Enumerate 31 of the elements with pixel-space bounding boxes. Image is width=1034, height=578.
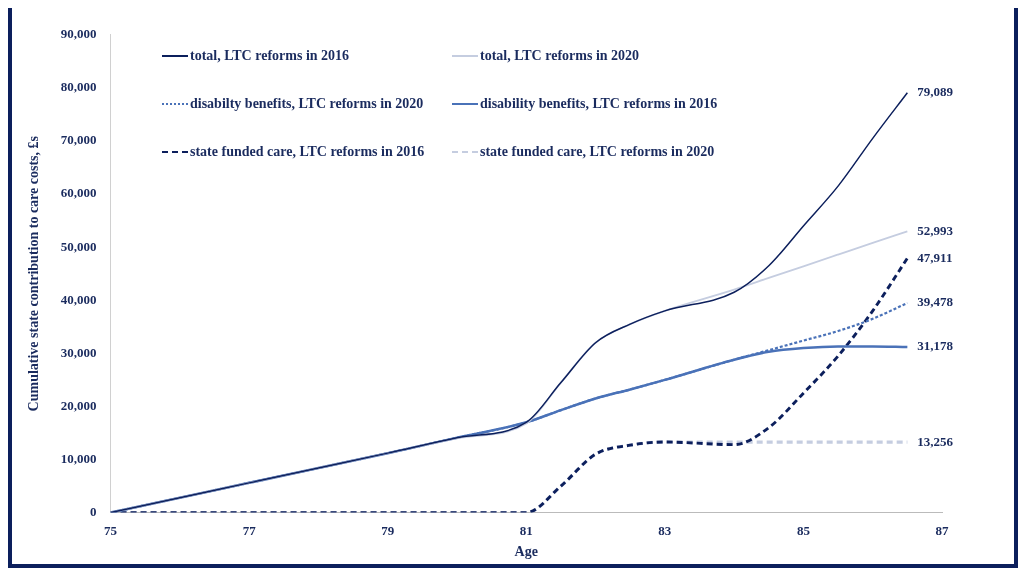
- legend-label: state funded care, LTC reforms in 2020: [480, 144, 715, 160]
- legend-label: state funded care, LTC reforms in 2016: [190, 144, 425, 160]
- legend-label: disabilty benefits, LTC reforms in 2020: [190, 96, 424, 112]
- x-tick-label: 79: [381, 522, 395, 538]
- data-label: 52,993: [917, 222, 954, 238]
- y-axis-title: Cumulative state contribution to care costs, £s: [26, 135, 42, 412]
- data-label: 31,178: [917, 338, 954, 354]
- x-tick-label: 85: [796, 522, 811, 538]
- y-tick-label: 10,000: [60, 450, 97, 466]
- y-tick-label: 80,000: [60, 79, 97, 95]
- y-tick-label: 30,000: [60, 344, 97, 360]
- data-label: 47,911: [917, 249, 953, 265]
- legend-label: disability benefits, LTC reforms in 2016: [480, 96, 718, 112]
- x-tick-label: 83: [658, 522, 672, 538]
- legend-label: total, LTC reforms in 2016: [190, 48, 350, 64]
- y-tick-label: 0: [90, 503, 97, 519]
- x-tick-label: 87: [935, 522, 949, 538]
- x-tick-label: 81: [519, 522, 533, 538]
- data-label: 79,089: [917, 84, 954, 100]
- x-tick-label: 75: [104, 522, 118, 538]
- y-tick-label: 70,000: [60, 132, 97, 148]
- legend-label: total, LTC reforms in 2020: [480, 48, 640, 64]
- y-tick-label: 50,000: [60, 238, 97, 254]
- x-axis-title: Age: [514, 544, 538, 560]
- data-label: 13,256: [917, 433, 954, 449]
- data-label: 39,478: [917, 294, 954, 310]
- y-tick-label: 90,000: [60, 26, 97, 42]
- y-tick-label: 20,000: [60, 397, 97, 413]
- y-tick-label: 60,000: [60, 185, 97, 201]
- x-tick-label: 77: [242, 522, 257, 538]
- y-tick-label: 40,000: [60, 291, 97, 307]
